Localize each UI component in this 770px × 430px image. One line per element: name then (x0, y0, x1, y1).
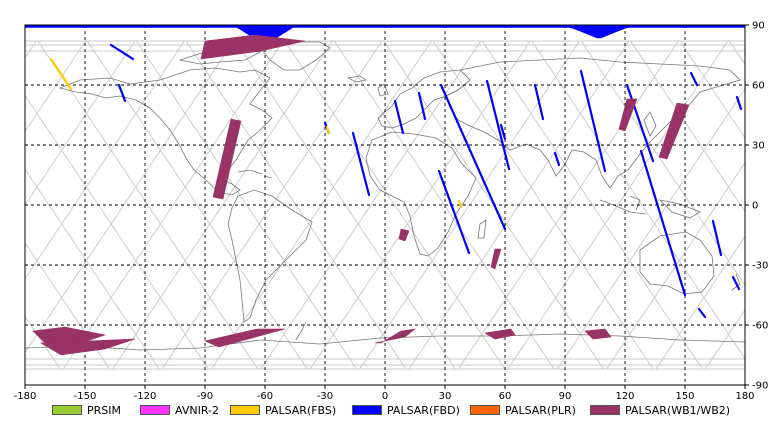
swath-strip (109, 43, 135, 61)
y-tick-label: -90 (752, 381, 768, 392)
legend-swatch (470, 405, 500, 415)
orbit-track (260, 40, 482, 370)
swath-area (398, 228, 410, 242)
x-tick-label: -120 (134, 391, 157, 400)
swath-strip (533, 83, 545, 121)
orbit-track (136, 40, 357, 370)
x-tick-label: -90 (197, 391, 213, 400)
orbit-track (507, 40, 729, 370)
legend-item-palsar-plr: PALSAR(PLR) (470, 403, 576, 417)
swath-strip (625, 83, 655, 163)
swath-strip (579, 69, 607, 173)
swath-area (658, 102, 690, 160)
orbit-track (705, 309, 745, 370)
y-tick-label: 60 (752, 81, 765, 92)
x-tick-label: 90 (559, 391, 572, 400)
x-tick-label: 60 (499, 391, 512, 400)
legend-swatch (52, 405, 82, 415)
orbit-track (62, 40, 284, 370)
y-tick-label: 0 (752, 201, 758, 212)
swath-strip (457, 199, 463, 209)
swath-strip (417, 91, 427, 121)
swath-strip (731, 275, 741, 291)
x-tick-label: -60 (257, 391, 273, 400)
swath-strip (393, 99, 405, 135)
swath-area (618, 98, 638, 132)
y-tick-label: 90 (752, 21, 765, 32)
legend-item-prism: PRSIM (52, 403, 121, 417)
swath-strip (325, 125, 331, 135)
legend-item-palsar-wb: PALSAR(WB1/WB2) (590, 403, 730, 417)
x-tick-label: -30 (317, 391, 333, 400)
orbit-track (333, 40, 555, 370)
swath-strip (735, 95, 743, 111)
swath-area (374, 328, 417, 344)
x-tick-label: -180 (14, 391, 37, 400)
swath-area (212, 118, 242, 200)
orbit-track (284, 40, 506, 370)
swath-area (200, 34, 306, 60)
x-tick-label: 30 (439, 391, 452, 400)
x-tick-label: 0 (382, 391, 388, 400)
swath-area (490, 248, 502, 270)
swath-strip (117, 83, 127, 103)
swath-area (39, 338, 136, 356)
swath-strip (711, 219, 723, 257)
swath-strip (485, 79, 511, 171)
legend-label: PALSAR(WB1/WB2) (625, 403, 731, 417)
orbit-track (25, 40, 86, 133)
swath-strip (697, 307, 707, 319)
legend-label: AVNIR-2 (175, 403, 219, 417)
legend-item-palsar-fbs: PALSAR(FBS) (230, 403, 336, 417)
orbit-track (531, 40, 745, 360)
swath-area (584, 328, 612, 340)
swath-strip (499, 123, 507, 141)
legend-label: PALSAR(PLR) (505, 403, 576, 417)
polar-cap-swath (25, 25, 745, 45)
axis-ticks: -180 -150 -120 -90 -60 -30 0 30 60 90 120 150 180 90 6… (14, 21, 769, 403)
world-map: -180 -150 -120 -90 -60 -30 0 30 60 90 120 150 180 90 6… (14, 21, 769, 403)
orbit-track (655, 235, 745, 370)
x-tick-label: 120 (615, 391, 634, 400)
orbit-track (112, 40, 333, 370)
graticule (25, 25, 745, 385)
swath-strip (49, 57, 73, 91)
orbit-track (482, 40, 703, 370)
legend-swatch (352, 405, 382, 415)
orbit-track (25, 242, 110, 370)
orbit-track (309, 40, 531, 370)
x-tick-label: 180 (735, 391, 754, 400)
y-tick-label: -30 (752, 261, 768, 272)
swath-strip (351, 131, 371, 197)
legend-label: PALSAR(FBS) (265, 403, 337, 417)
orbit-track (679, 40, 745, 139)
y-tick-label: -60 (752, 321, 768, 332)
x-tick-label: -150 (74, 391, 97, 400)
orbit-track (458, 40, 679, 370)
swath-strip (639, 149, 687, 297)
swath-area (204, 328, 286, 348)
legend-item-avnir2: AVNIR-2 (140, 403, 219, 417)
legend-label: PRSIM (87, 403, 121, 417)
legend-swatch (590, 405, 620, 415)
legend-swatch (140, 405, 170, 415)
swath-strip (689, 71, 699, 87)
swath-strip (437, 169, 471, 255)
coastlines (25, 41, 745, 351)
legend: PRSIM AVNIR-2 PALSAR(FBS) PALSAR(FBD) PA… (0, 398, 770, 430)
swath-strip (553, 151, 561, 167)
legend-item-palsar-fbd: PALSAR(FBD) (352, 403, 460, 417)
legend-label: PALSAR(FBD) (387, 403, 460, 417)
legend-swatch (230, 405, 260, 415)
y-tick-label: 30 (752, 141, 765, 152)
observation-swaths (25, 25, 745, 356)
x-tick-label: 150 (675, 391, 694, 400)
swath-area (484, 328, 516, 340)
swath-strip (439, 83, 507, 231)
swath-area (32, 326, 107, 344)
